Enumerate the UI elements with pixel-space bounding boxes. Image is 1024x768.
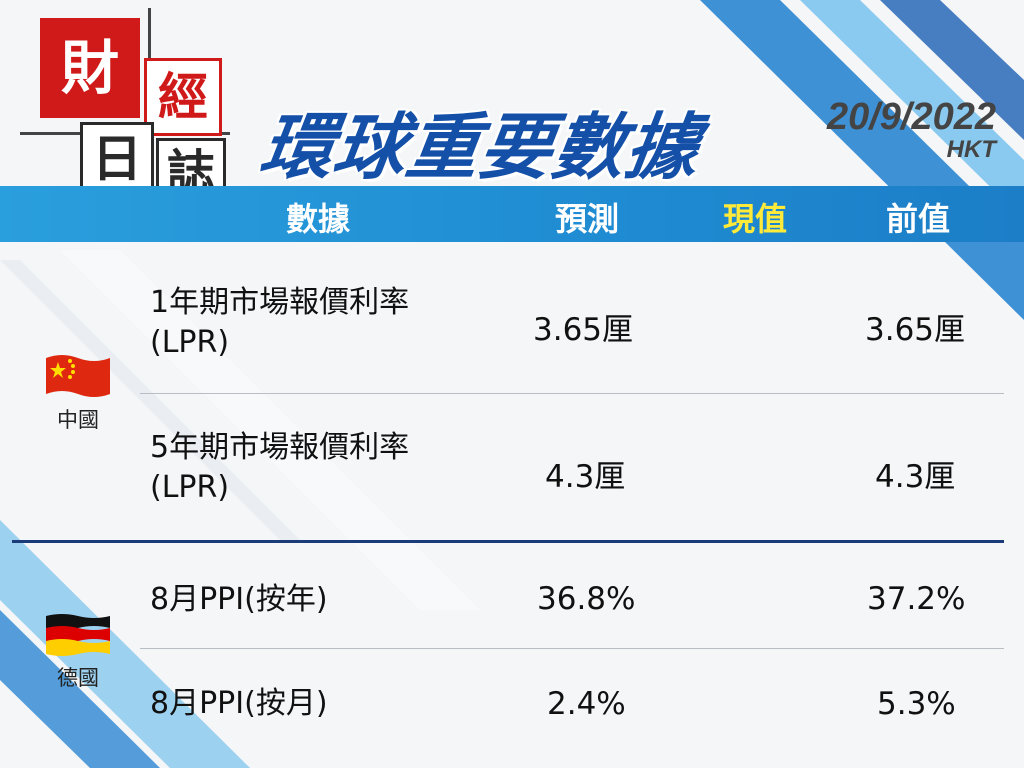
- page-title: 環球重要數據: [255, 105, 706, 189]
- country-germany: 德國: [30, 612, 126, 692]
- column-header-indicator: 數據: [286, 200, 351, 238]
- forecast-value: 3.65厘: [533, 312, 634, 348]
- group-divider: [12, 540, 1004, 543]
- date-value: 20/9/2022: [826, 96, 996, 138]
- row-divider: [140, 648, 1004, 649]
- forecast-value: 36.8%: [537, 581, 636, 617]
- logo-char-1: 財: [40, 18, 140, 118]
- column-header-previous: 前值: [886, 200, 951, 238]
- germany-flag-icon: [46, 614, 110, 656]
- previous-value: 5.3%: [877, 686, 956, 722]
- column-header-actual: 現值: [723, 200, 788, 238]
- forecast-value: 4.3厘: [545, 459, 626, 495]
- country-name: 德國: [57, 666, 99, 690]
- logo-char-3: 日: [80, 122, 154, 196]
- date-block: 20/9/2022 HKT: [827, 98, 996, 162]
- indicator-label-line2: (LPR): [150, 325, 230, 360]
- country-china: 中國: [30, 352, 126, 434]
- row-divider: [140, 393, 1004, 394]
- logo: 財 經 日 誌: [20, 8, 230, 218]
- indicator-label-line2: (LPR): [150, 470, 230, 505]
- timezone-label: HKT: [946, 136, 996, 163]
- previous-value: 3.65厘: [865, 312, 966, 348]
- indicator-label-line1: 1年期市場報價利率: [150, 285, 410, 320]
- forecast-value: 2.4%: [547, 686, 626, 722]
- column-header-forecast: 預測: [555, 200, 620, 238]
- table-header: 數據 預測 現值 前值: [0, 186, 1024, 242]
- indicator-label: 8月PPI(按年): [150, 582, 328, 617]
- country-name: 中國: [57, 408, 99, 432]
- previous-value: 37.2%: [867, 581, 966, 617]
- previous-value: 4.3厘: [875, 459, 956, 495]
- indicator-label: 8月PPI(按月): [150, 686, 328, 721]
- indicator-label-line1: 5年期市場報價利率: [150, 430, 410, 465]
- logo-char-2: 經: [144, 58, 222, 136]
- china-flag-icon: [46, 355, 110, 397]
